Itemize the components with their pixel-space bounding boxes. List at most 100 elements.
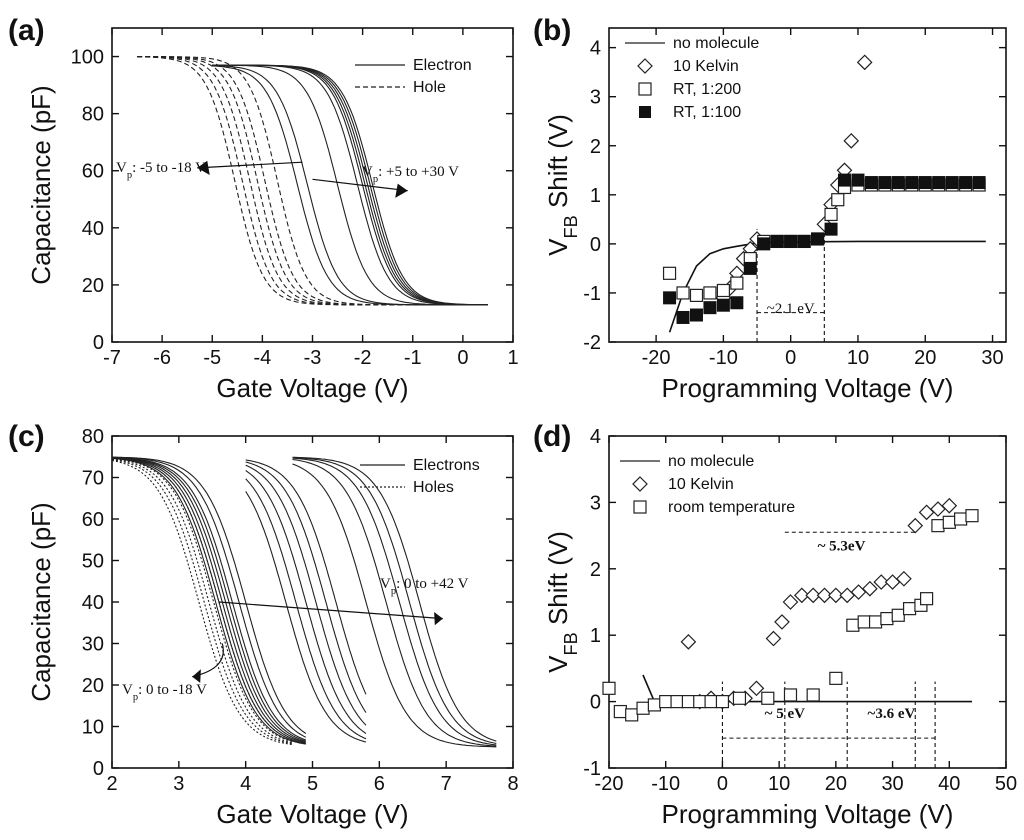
square-open-point [715,694,730,709]
arrow-left-line [197,161,303,169]
diamond-point [793,587,810,604]
x-axis-title: Gate Voltage (V) [216,799,408,829]
electron-series-line [212,64,488,306]
x-tick-label: 30 [981,347,1003,369]
square-filled-point [878,176,892,190]
x-tick-label: 7 [441,773,452,795]
diamond-point [941,497,958,514]
square-filled-point [891,176,905,190]
legend-label: Electron [413,57,472,74]
annotation-left: Vp: -5 to -18 V [116,160,206,181]
square-open-point [783,688,798,702]
x-tick-label: 10 [847,347,869,369]
y-tick-label: 2 [590,136,601,158]
plot-frame [111,27,514,343]
square-open-point [716,283,730,298]
x-axis-title: Programming Voltage (V) [662,799,954,829]
square-filled-point [811,232,825,246]
x-tick-label: 20 [825,773,847,795]
y-tick-label: 0 [590,692,601,714]
electron-series-line [212,64,488,306]
x-tick-label: 50 [995,773,1017,795]
electron-series-line [212,64,488,306]
square-open-point [824,207,838,222]
y-tick-label: 40 [82,218,104,240]
square-open-point [732,691,747,705]
electrons-series-line [111,457,306,745]
y-tick-label: 20 [82,675,104,697]
square-open-point [693,694,707,709]
x-tick-label: -5 [203,347,221,369]
y-tick-label: 4 [590,38,601,60]
x-tick-label: -10 [709,347,738,369]
y-tick-label: 2 [590,559,601,581]
x-tick-label: 4 [240,773,251,795]
y-tick-label: 80 [82,104,104,126]
electrons-series-line [111,457,306,744]
electron-series-line [212,64,488,306]
x-tick-label: 0 [457,347,468,369]
legend-label: Hole [413,79,446,96]
square-open-point [829,671,843,685]
square-filled-point [838,173,852,187]
y-tick-label: 1 [590,185,601,207]
electrons-series-line [111,456,307,734]
annotation-3-6ev: ~3.6 eV [868,706,916,722]
annotation-5ev: ~ 5 eV [765,706,805,722]
legend-label: no molecule [668,453,754,470]
x-axis-title: Gate Voltage (V) [216,373,408,403]
panel-label: (b) [533,14,571,47]
electron-series-line [212,64,488,306]
x-tick-label: 8 [507,773,518,795]
square-filled-point [824,222,838,236]
arrow-right-head [434,611,443,626]
legend-diamond-sample [637,58,653,74]
x-tick-label: -2 [354,347,372,369]
diamond-point [856,54,873,71]
square-filled-point [959,176,973,190]
panel-label: (a) [8,14,45,47]
x-tick-label: 5 [307,773,318,795]
square-filled-point [784,234,798,248]
y-tick-label: -1 [583,758,601,780]
y-tick-label: 0 [93,758,104,780]
y-tick-label: 10 [82,717,104,739]
legend-label: RT, 1:200 [673,81,741,98]
square-open-point [636,701,650,715]
legend-label: Holes [413,479,454,496]
electrons-series-line [292,457,497,745]
square-open-point [931,519,945,533]
electrons-series-line [245,478,367,740]
y-tick-label: -1 [583,283,601,305]
square-filled-point [797,234,811,248]
annotation-gap: ~2.1 eV [767,301,815,317]
electrons-series-line [292,456,497,742]
y-tick-label: 30 [82,634,104,656]
square-open-point [880,611,894,626]
square-open-point [730,276,744,290]
arrow-left-head [192,669,201,683]
diamond-point [782,594,799,610]
y-axis-title: VFB Shift (V) [543,114,581,256]
legend-label: 10 Kelvin [673,58,739,75]
diamond-point [862,580,878,597]
square-open-point [647,698,661,712]
diamond-point [839,587,856,604]
legend-square-open-sample [638,82,652,96]
diamond-point [843,132,860,149]
square-open-point [761,691,775,705]
diamond-point [774,614,790,630]
legend-square-filled-sample [639,106,651,118]
square-open-point [868,615,883,629]
panel-label: (d) [533,420,571,453]
y-tick-label: 4 [590,426,601,448]
square-open-point [919,592,934,606]
square-open-point [659,694,673,709]
y-tick-label: 70 [82,468,104,490]
y-tick-label: 3 [590,87,601,109]
square-open-point [602,681,616,695]
